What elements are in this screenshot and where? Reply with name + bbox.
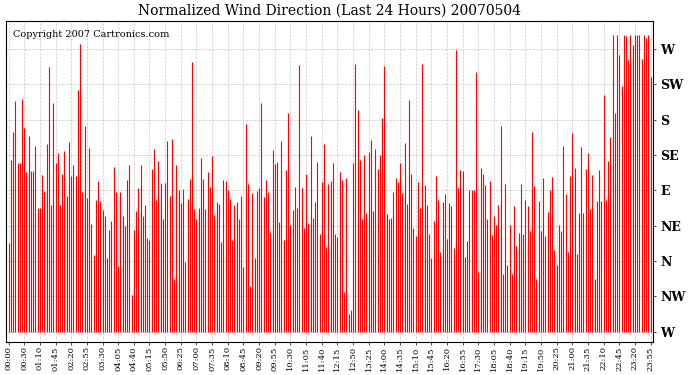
Text: Copyright 2007 Cartronics.com: Copyright 2007 Cartronics.com [13,30,169,39]
Title: Normalized Wind Direction (Last 24 Hours) 20070504: Normalized Wind Direction (Last 24 Hours… [138,4,521,18]
